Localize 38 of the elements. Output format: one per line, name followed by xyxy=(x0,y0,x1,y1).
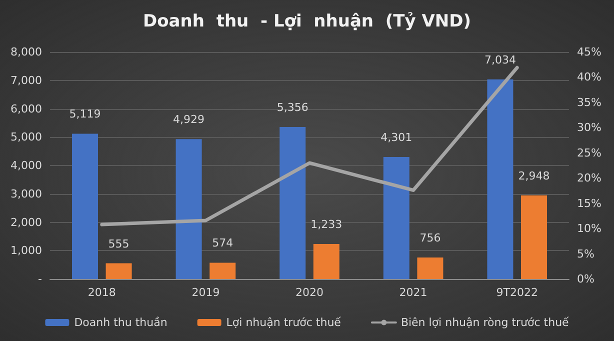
data-label: 5,119 xyxy=(69,108,101,121)
x-tick-label: 9T2022 xyxy=(496,286,538,299)
y-tick-label: 1,000 xyxy=(10,244,42,258)
chart-title: Doanh thu - Lợi nhuận (Tỷ VND) xyxy=(143,12,471,32)
y2-tick-label: 5% xyxy=(577,247,594,260)
y2-tick-label: 15% xyxy=(577,196,602,210)
y2-tick-label: 30% xyxy=(577,121,602,134)
y2-tick-label: 40% xyxy=(577,70,602,84)
y2-tick-label: 20% xyxy=(577,172,602,185)
y-tick-label: 4,000 xyxy=(10,159,42,172)
data-label: 4,929 xyxy=(173,113,205,126)
data-label: 756 xyxy=(420,232,441,245)
y2-tick-label: 35% xyxy=(577,96,602,109)
y-tick-label: 6,000 xyxy=(10,102,42,116)
legend-label: Biên lợi nhuận ròng trước thuế xyxy=(400,316,570,329)
data-label: 1,233 xyxy=(310,218,342,232)
x-tick-label: 2018 xyxy=(88,286,116,299)
y2-tick-label: 0% xyxy=(577,272,594,286)
data-label: 555 xyxy=(108,237,130,250)
data-label: 4,301 xyxy=(380,130,412,144)
y2-tick-label: 25% xyxy=(577,146,602,160)
y2-tick-label: 10% xyxy=(577,222,602,236)
y-tick-label: - xyxy=(38,272,42,286)
data-label: 2,948 xyxy=(518,169,550,182)
data-label: 7,034 xyxy=(484,53,516,66)
legend-label: Lợi nhuận trước thuế xyxy=(226,316,342,329)
data-label: 5,356 xyxy=(276,101,308,114)
legend-label: Doanh thu thuần xyxy=(74,316,168,329)
y2-tick-label: 45% xyxy=(577,46,602,58)
x-tick-label: 2020 xyxy=(296,286,324,299)
x-tick-label: 2019 xyxy=(192,286,220,299)
x-tick-label: 2021 xyxy=(399,286,428,299)
data-label: 574 xyxy=(212,236,234,250)
y-tick-label: 5,000 xyxy=(10,130,42,144)
y-tick-label: 3,000 xyxy=(10,187,42,200)
y-tick-label: 8,000 xyxy=(10,46,42,58)
y-tick-label: 2,000 xyxy=(10,216,42,229)
y-tick-label: 7,000 xyxy=(10,74,42,87)
